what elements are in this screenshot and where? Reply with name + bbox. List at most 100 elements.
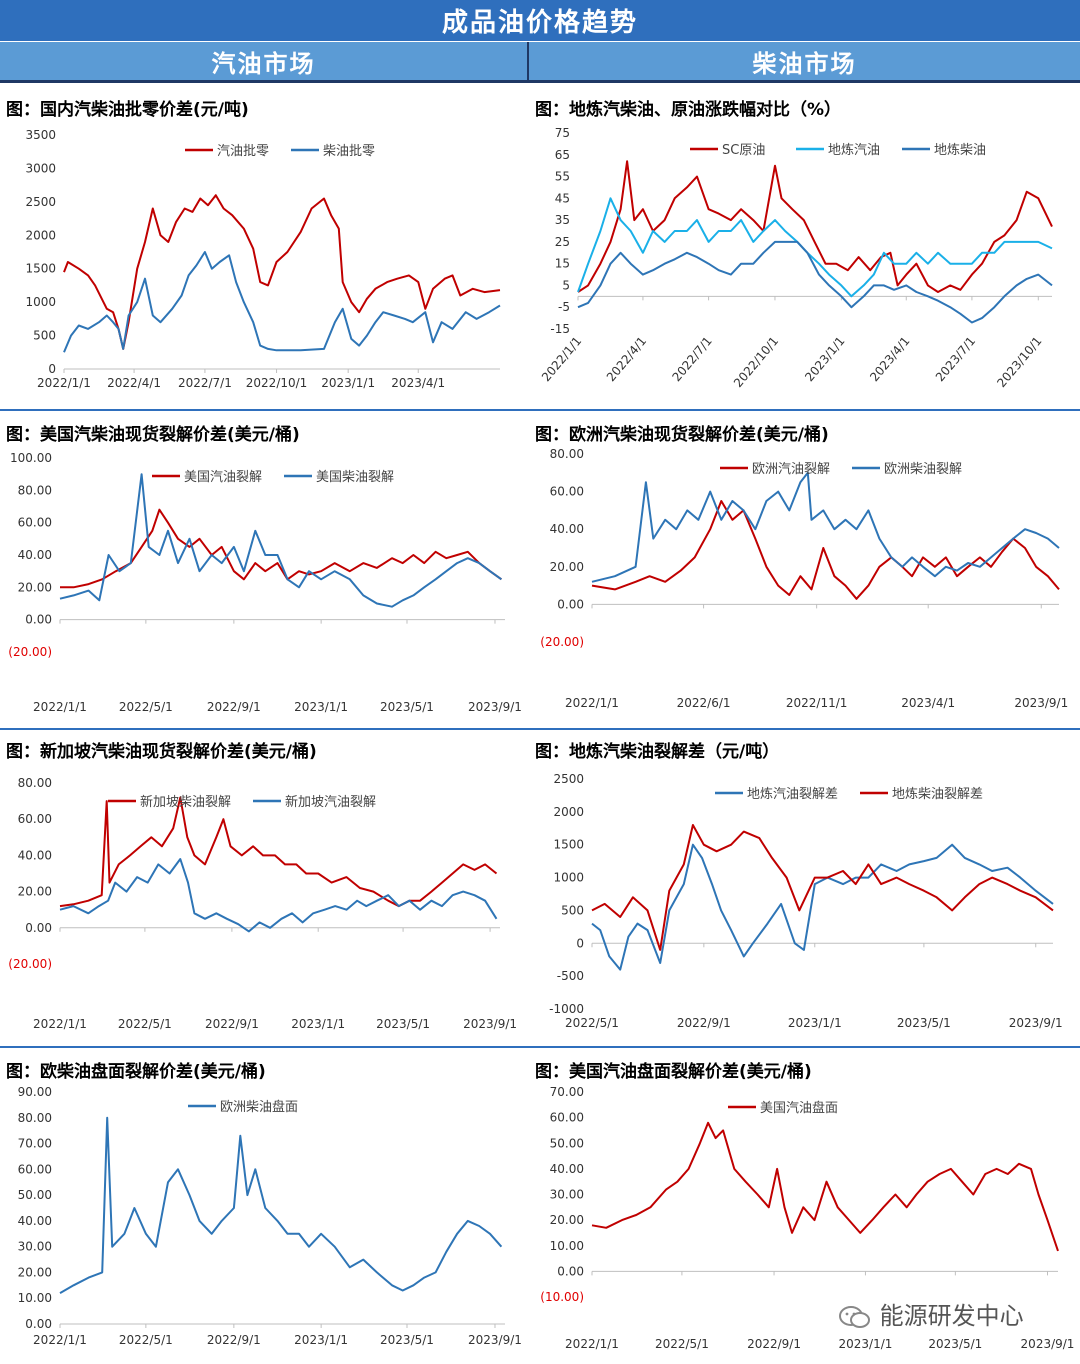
y-tick-label: 0 bbox=[576, 936, 584, 950]
x-tick-label: 2022/1/1 bbox=[565, 1337, 619, 1351]
divider bbox=[0, 728, 1080, 730]
x-tick-label: 2022/9/1 bbox=[747, 1337, 801, 1351]
y-tick-label: 20.00 bbox=[18, 1265, 52, 1279]
series-line bbox=[591, 471, 1060, 583]
chart-local-refinery-vs-crude-change: -15 -5 5 15 25 35 45 55 65 75 2022/1/1 2022/4/1 2022… bbox=[539, 126, 1053, 390]
x-tick-label: 2023/10/1 bbox=[994, 334, 1044, 390]
y-tick-label: 3000 bbox=[25, 161, 56, 175]
y-tick-label: 25 bbox=[555, 235, 570, 249]
x-tick-label: 2022/9/1 bbox=[207, 1333, 261, 1347]
diesel-market-header: 柴油市场 bbox=[529, 42, 1080, 83]
y-tick-label: 20.00 bbox=[550, 560, 584, 574]
y-tick-label: 0.00 bbox=[557, 1264, 584, 1278]
x-tick-label: 2023/1/1 bbox=[291, 1017, 345, 1031]
legend-label: 地炼柴油裂解差 bbox=[892, 787, 983, 802]
y-tick-label: 500 bbox=[33, 329, 56, 343]
x-tick-label: 2023/4/1 bbox=[867, 334, 912, 384]
page-title: 成品油价格趋势 bbox=[0, 0, 1080, 41]
y-tick-label: 40.00 bbox=[18, 1214, 52, 1228]
legend-label: 新加坡汽油裂解 bbox=[285, 794, 376, 810]
divider bbox=[0, 409, 1080, 411]
x-tick-label: 2023/7/1 bbox=[933, 334, 978, 384]
series-line bbox=[591, 824, 1054, 951]
y-tick-label: 1500 bbox=[553, 838, 584, 852]
x-tick-label: 2023/9/1 bbox=[1014, 696, 1068, 710]
y-tick-label: 40.00 bbox=[18, 548, 52, 562]
x-tick-label: 2022/10/1 bbox=[731, 334, 781, 390]
chart-panel-domestic-wholesale-retail-spread: 图：国内汽柴油批零价差(元/吨) 0 500 1000 1500 2000 2500 300… bbox=[0, 95, 527, 407]
x-tick-label: 2022/4/1 bbox=[604, 334, 649, 384]
y-tick-label: 75 bbox=[555, 126, 570, 140]
legend-label: 地炼柴油 bbox=[934, 143, 986, 158]
y-tick-label: 80.00 bbox=[550, 447, 584, 461]
x-tick-label: 2022/5/1 bbox=[119, 700, 173, 714]
x-tick-label: 2022/1/1 bbox=[539, 334, 584, 384]
legend-label: 欧洲柴油盘面 bbox=[220, 1099, 298, 1115]
x-tick-label: 2023/1/1 bbox=[321, 376, 375, 390]
y-tick-label: 50.00 bbox=[550, 1136, 584, 1150]
y-tick-label: 0.00 bbox=[25, 921, 52, 935]
series-line bbox=[63, 251, 501, 353]
chart-title: 图：新加坡汽柴油现货裂解价差(美元/桶) bbox=[6, 742, 317, 762]
y-tick-label: 80.00 bbox=[18, 483, 52, 497]
wechat-icon bbox=[839, 1306, 870, 1328]
chart-panel-us-gasoline-futures-crack: 图：美国汽油盘面裂解价差(美元/桶) (10.00) 0.00 10.00 20.00… bbox=[529, 1057, 1080, 1362]
series-line bbox=[591, 1121, 1059, 1252]
legend-label: 美国汽油裂解 bbox=[184, 470, 262, 485]
chart-panel-local-refinery-vs-crude-change: 图：地炼汽柴油、原油涨跌幅对比（%） -15 -5 5 15 25 35 45 55 65 75 2… bbox=[529, 95, 1080, 407]
legend-label: SC原油 bbox=[722, 143, 765, 158]
x-tick-label: 2022/7/1 bbox=[178, 376, 232, 390]
series-line bbox=[59, 858, 498, 933]
series-line bbox=[591, 500, 1060, 600]
y-tick-label: 30.00 bbox=[18, 1240, 52, 1254]
chart-us-gasoline-futures-crack: (10.00) 0.00 10.00 20.00 30.00 40.00 50.00 60.0… bbox=[540, 1085, 1074, 1351]
series-line bbox=[59, 473, 502, 608]
y-tick-label: 20.00 bbox=[550, 1213, 584, 1227]
divider bbox=[0, 1046, 1080, 1048]
y-tick-label: 60.00 bbox=[18, 1162, 52, 1176]
y-tick-label: 35 bbox=[555, 213, 570, 227]
y-tick-label: 60.00 bbox=[18, 812, 52, 826]
y-tick-label: 60.00 bbox=[550, 1111, 584, 1125]
x-tick-label: 2022/9/1 bbox=[677, 1016, 731, 1030]
legend-label: 柴油批零 bbox=[323, 144, 375, 159]
chart-title: 图：美国汽柴油现货裂解价差(美元/桶) bbox=[6, 425, 300, 445]
y-tick-label: 50.00 bbox=[18, 1188, 52, 1202]
chart-local-refinery-crack-spread: -1000 -500 0 500 1000 1500 2000 2500 2022/5/1 202… bbox=[549, 772, 1063, 1030]
x-tick-label: 2023/1/1 bbox=[294, 700, 348, 714]
y-tick-label: (20.00) bbox=[8, 957, 52, 971]
chart-title: 图：国内汽柴油批零价差(元/吨) bbox=[6, 100, 249, 120]
y-tick-label: 40.00 bbox=[550, 1162, 584, 1176]
y-tick-label: 40.00 bbox=[550, 522, 584, 536]
y-tick-label: 80.00 bbox=[18, 776, 52, 790]
y-tick-label: 0.00 bbox=[557, 597, 584, 611]
chart-title: 图：欧柴油盘面裂解价差(美元/桶) bbox=[6, 1062, 266, 1082]
x-tick-label: 2023/5/1 bbox=[897, 1016, 951, 1030]
gasoline-market-header: 汽油市场 bbox=[0, 42, 529, 83]
series-line bbox=[591, 843, 1054, 971]
chart-domestic-wholesale-retail-spread: 0 500 1000 1500 2000 2500 3000 3500 2022/1/1 2022… bbox=[25, 128, 501, 390]
x-tick-label: 2023/1/1 bbox=[802, 334, 847, 384]
x-tick-label: 2022/1/1 bbox=[33, 700, 87, 714]
series-line bbox=[577, 240, 1053, 324]
y-tick-label: 1000 bbox=[553, 871, 584, 885]
y-tick-label: (10.00) bbox=[540, 1290, 584, 1304]
chart-panel-singapore-spot-crack-spread: 图：新加坡汽柴油现货裂解价差(美元/桶) (20.00) 0.00 20.00 40.… bbox=[0, 737, 527, 1042]
y-tick-label: 0.00 bbox=[25, 1317, 52, 1331]
chart-europe-spot-crack-spread: (20.00) 0.00 20.00 40.00 60.00 80.00 2022/1/1 2… bbox=[540, 447, 1068, 710]
y-tick-label: 80.00 bbox=[18, 1111, 52, 1125]
x-tick-label: 2022/9/1 bbox=[205, 1017, 259, 1031]
y-tick-label: 70.00 bbox=[18, 1137, 52, 1151]
legend-label: 新加坡柴油裂解 bbox=[140, 794, 231, 810]
series-line bbox=[577, 160, 1053, 293]
x-tick-label: 2023/5/1 bbox=[380, 700, 434, 714]
series-line bbox=[60, 508, 502, 589]
series-line bbox=[59, 796, 498, 908]
y-tick-label: (20.00) bbox=[8, 645, 52, 659]
y-tick-label: 30.00 bbox=[550, 1188, 584, 1202]
watermark: 能源研发中心 bbox=[838, 1296, 1024, 1331]
chart-panel-europe-diesel-futures-crack: 图：欧柴油盘面裂解价差(美元/桶) 0.00 10.00 20.00 30.00 40.… bbox=[0, 1057, 527, 1362]
y-tick-label: 100.00 bbox=[10, 451, 52, 465]
x-tick-label: 2023/9/1 bbox=[463, 1017, 517, 1031]
y-tick-label: 10.00 bbox=[18, 1291, 52, 1305]
